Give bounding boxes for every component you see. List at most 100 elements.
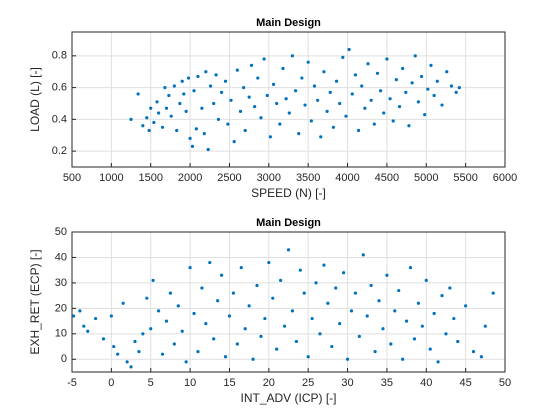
point (194, 127, 198, 131)
point (298, 268, 302, 272)
point (282, 324, 287, 328)
point (353, 73, 358, 77)
point (125, 360, 129, 364)
point (268, 135, 272, 139)
x-tick-label: 5000 (414, 172, 438, 184)
point (231, 291, 235, 295)
point (172, 84, 176, 88)
point (326, 301, 330, 305)
point (152, 120, 156, 125)
x-tick-label: 5 (148, 377, 154, 389)
x-tick-label: 15 (223, 377, 235, 389)
point (247, 95, 251, 99)
x-axis-label: SPEED (N) [-] (251, 186, 326, 200)
x-axis-label: INT_ADV (ICP) [-] (240, 391, 336, 405)
point (377, 299, 381, 303)
point (216, 117, 221, 121)
point (255, 283, 259, 288)
point (253, 105, 257, 109)
point (424, 278, 428, 282)
point (440, 294, 444, 298)
point (407, 124, 411, 128)
point (449, 84, 454, 88)
x-tick-label: 2500 (217, 172, 241, 184)
point (357, 334, 361, 338)
point (223, 79, 228, 83)
point (196, 350, 200, 354)
point (256, 76, 260, 80)
point (137, 350, 141, 354)
point (116, 352, 120, 356)
y-axis-label: EXH_RET (ECP) [-] (28, 249, 42, 354)
y-tick-label: 20 (55, 302, 67, 314)
point (397, 105, 402, 109)
point (192, 89, 196, 93)
point (319, 135, 323, 139)
x-tick-label: 40 (420, 377, 432, 389)
point (265, 93, 269, 98)
point (464, 304, 468, 308)
point (293, 89, 298, 93)
point (419, 74, 424, 79)
point (347, 47, 351, 52)
point (243, 327, 247, 331)
point (164, 106, 169, 110)
point (275, 347, 279, 351)
point (275, 101, 279, 106)
point (328, 90, 332, 94)
point (344, 114, 348, 118)
x-tick-label: 10 (184, 377, 196, 389)
point (242, 85, 246, 90)
x-tick-label: 6000 (493, 172, 517, 184)
point (180, 79, 184, 83)
point (369, 283, 373, 288)
point (483, 324, 487, 328)
y-tick-label: 0.8 (52, 50, 67, 62)
point (331, 125, 335, 129)
point (278, 122, 282, 126)
point (306, 60, 310, 64)
point (175, 128, 179, 133)
point (401, 66, 405, 71)
point (243, 128, 247, 133)
point (262, 57, 266, 61)
point (208, 260, 212, 265)
point (160, 125, 165, 129)
point (147, 128, 151, 133)
point (432, 93, 436, 98)
point (416, 100, 420, 104)
point (412, 337, 417, 341)
point (204, 322, 208, 326)
point (428, 347, 432, 351)
point (267, 260, 271, 265)
axes-box (71, 231, 506, 373)
point (349, 309, 354, 313)
point (381, 327, 385, 331)
point (229, 98, 233, 102)
point (271, 296, 275, 300)
point (294, 339, 298, 344)
point (342, 271, 346, 275)
chart-title: Main Design (256, 217, 321, 229)
point (219, 90, 224, 94)
point (287, 111, 291, 115)
point (491, 291, 495, 295)
point (235, 342, 239, 346)
point (448, 286, 452, 290)
point (145, 296, 149, 300)
x-tick-label: 4000 (335, 172, 359, 184)
point (157, 111, 161, 115)
x-tick-label: 50 (499, 377, 511, 389)
point (163, 85, 167, 90)
point (444, 332, 448, 336)
point (86, 329, 90, 333)
point (112, 344, 116, 349)
point (235, 68, 239, 72)
point (247, 304, 251, 308)
point (168, 291, 173, 295)
point (160, 352, 165, 356)
point (290, 309, 295, 313)
point (78, 309, 82, 313)
plot-area (72, 232, 505, 372)
